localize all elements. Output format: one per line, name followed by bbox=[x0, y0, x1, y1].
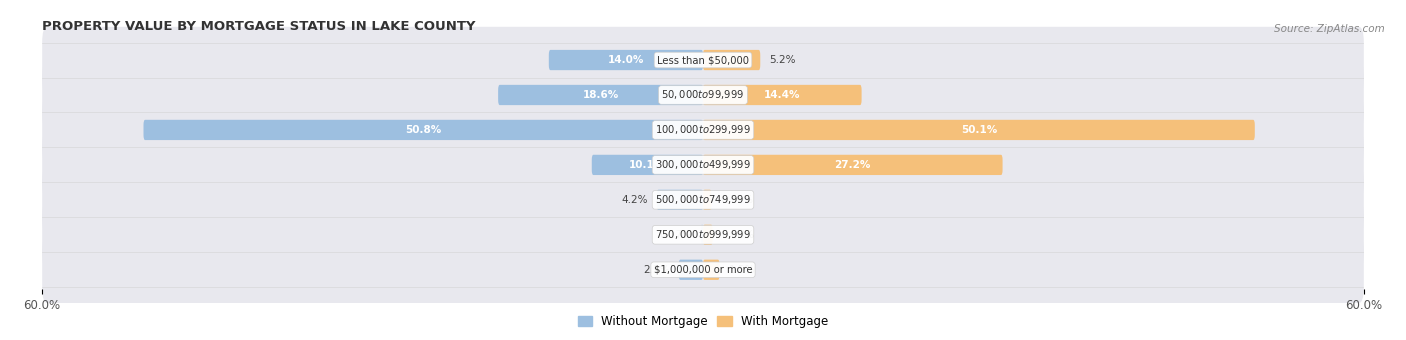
Text: 4.2%: 4.2% bbox=[621, 195, 648, 205]
Text: 0.88%: 0.88% bbox=[721, 230, 755, 240]
FancyBboxPatch shape bbox=[42, 202, 1364, 268]
Text: 14.4%: 14.4% bbox=[763, 90, 800, 100]
FancyBboxPatch shape bbox=[679, 260, 703, 280]
Text: 5.2%: 5.2% bbox=[769, 55, 796, 65]
FancyBboxPatch shape bbox=[143, 120, 703, 140]
FancyBboxPatch shape bbox=[42, 27, 1364, 93]
Text: $300,000 to $499,999: $300,000 to $499,999 bbox=[655, 158, 751, 171]
FancyBboxPatch shape bbox=[42, 132, 1364, 198]
FancyBboxPatch shape bbox=[498, 85, 703, 105]
FancyBboxPatch shape bbox=[703, 155, 1002, 175]
Text: $500,000 to $749,999: $500,000 to $749,999 bbox=[655, 193, 751, 206]
FancyBboxPatch shape bbox=[42, 237, 1364, 303]
Text: $50,000 to $99,999: $50,000 to $99,999 bbox=[661, 88, 745, 101]
Text: 0.77%: 0.77% bbox=[720, 195, 754, 205]
Legend: Without Mortgage, With Mortgage: Without Mortgage, With Mortgage bbox=[578, 315, 828, 328]
Text: Less than $50,000: Less than $50,000 bbox=[657, 55, 749, 65]
Text: 2.2%: 2.2% bbox=[644, 265, 669, 275]
Text: 0.17%: 0.17% bbox=[659, 230, 692, 240]
FancyBboxPatch shape bbox=[703, 225, 713, 245]
FancyBboxPatch shape bbox=[702, 225, 703, 245]
Text: 50.8%: 50.8% bbox=[405, 125, 441, 135]
Text: 50.1%: 50.1% bbox=[960, 125, 997, 135]
Text: 27.2%: 27.2% bbox=[835, 160, 870, 170]
Text: 18.6%: 18.6% bbox=[582, 90, 619, 100]
Text: PROPERTY VALUE BY MORTGAGE STATUS IN LAKE COUNTY: PROPERTY VALUE BY MORTGAGE STATUS IN LAK… bbox=[42, 20, 475, 33]
FancyBboxPatch shape bbox=[703, 190, 711, 210]
Text: 1.5%: 1.5% bbox=[728, 265, 755, 275]
FancyBboxPatch shape bbox=[703, 260, 720, 280]
Text: $750,000 to $999,999: $750,000 to $999,999 bbox=[655, 228, 751, 241]
FancyBboxPatch shape bbox=[703, 120, 1254, 140]
FancyBboxPatch shape bbox=[42, 62, 1364, 128]
FancyBboxPatch shape bbox=[592, 155, 703, 175]
Text: 14.0%: 14.0% bbox=[607, 55, 644, 65]
FancyBboxPatch shape bbox=[703, 85, 862, 105]
Text: Source: ZipAtlas.com: Source: ZipAtlas.com bbox=[1274, 24, 1385, 34]
Text: 10.1%: 10.1% bbox=[630, 160, 665, 170]
Text: $100,000 to $299,999: $100,000 to $299,999 bbox=[655, 123, 751, 136]
Text: $1,000,000 or more: $1,000,000 or more bbox=[654, 265, 752, 275]
FancyBboxPatch shape bbox=[703, 50, 761, 70]
FancyBboxPatch shape bbox=[42, 97, 1364, 163]
FancyBboxPatch shape bbox=[548, 50, 703, 70]
FancyBboxPatch shape bbox=[657, 190, 703, 210]
FancyBboxPatch shape bbox=[42, 167, 1364, 233]
